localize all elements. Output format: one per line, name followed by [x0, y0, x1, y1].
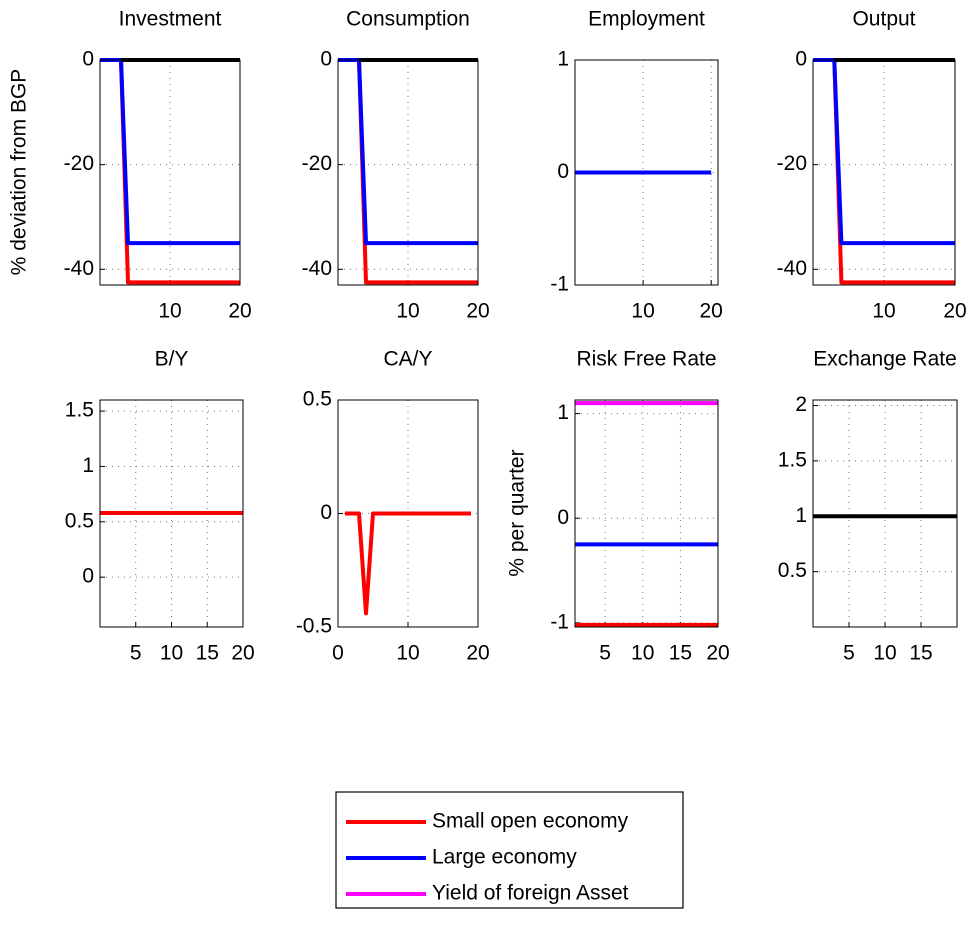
- y-tick-label: 1: [795, 504, 807, 527]
- x-tick-label: 20: [943, 300, 966, 323]
- x-tick-label: 0: [332, 642, 344, 665]
- x-tick-label: 10: [158, 300, 181, 323]
- x-tick-label: 15: [669, 642, 692, 665]
- x-tick-label: 10: [631, 300, 654, 323]
- y-tick-label: -20: [302, 152, 332, 175]
- subplot-title: Exchange Rate: [813, 348, 957, 371]
- subplot-title: CA/Y: [383, 348, 432, 371]
- y-tick-label: -1: [550, 610, 569, 633]
- axes-frame: [99, 59, 241, 286]
- x-tick-label: 10: [396, 300, 419, 323]
- y-tick-label: 0.5: [778, 559, 807, 582]
- x-tick-label: 15: [196, 642, 219, 665]
- subplot-title: Employment: [588, 8, 705, 31]
- y-tick-label: -1: [550, 273, 569, 296]
- y-tick-label: 1: [82, 454, 94, 477]
- x-tick-label: 20: [228, 300, 251, 323]
- y-tick-label: 0: [320, 48, 332, 71]
- axes-background: [813, 400, 957, 627]
- x-tick-label: 20: [466, 642, 489, 665]
- y-axis-label: % per quarter: [506, 449, 529, 576]
- y-tick-label: 0: [557, 506, 569, 529]
- y-tick-label: 0: [557, 160, 569, 183]
- legend-label: Large economy: [432, 846, 577, 869]
- subplot-title: Risk Free Rate: [576, 348, 716, 371]
- y-tick-label: -40: [302, 257, 332, 280]
- x-tick-label: 20: [706, 642, 729, 665]
- y-tick-label: 1.5: [778, 448, 807, 471]
- y-tick-label: 0: [320, 501, 332, 524]
- x-tick-label: 10: [872, 300, 895, 323]
- x-tick-label: 20: [231, 642, 254, 665]
- y-tick-label: 0: [795, 48, 807, 71]
- legend-box: [335, 791, 684, 909]
- y-tick-label: -20: [64, 152, 94, 175]
- series-line: [345, 511, 471, 616]
- y-tick-label: 0.5: [65, 509, 94, 532]
- y-tick-label: 1.5: [65, 399, 94, 422]
- y-tick-label: 1: [557, 48, 569, 71]
- axes-frame: [812, 59, 956, 286]
- y-tick-label: 0: [82, 565, 94, 588]
- x-tick-label: 20: [700, 300, 723, 323]
- x-tick-label: 5: [130, 642, 142, 665]
- x-tick-label: 5: [843, 642, 855, 665]
- x-tick-label: 10: [873, 642, 896, 665]
- axes-background: [575, 400, 718, 627]
- y-tick-label: -0.5: [296, 615, 332, 638]
- x-tick-label: 10: [160, 642, 183, 665]
- subplot-title: Consumption: [346, 8, 470, 31]
- subplot-title: B/Y: [155, 348, 189, 371]
- axes-frame: [812, 399, 958, 628]
- y-axis-label: % deviation from BGP: [8, 69, 31, 276]
- x-tick-label: 15: [909, 642, 932, 665]
- axes-frame: [574, 59, 719, 286]
- y-tick-label: 2: [795, 393, 807, 416]
- x-tick-label: 10: [631, 642, 654, 665]
- y-tick-label: 1: [557, 401, 569, 424]
- y-tick-label: 0: [82, 48, 94, 71]
- axes-frame: [337, 399, 479, 628]
- y-tick-label: -40: [64, 257, 94, 280]
- axes-frame: [99, 399, 244, 628]
- x-tick-label: 20: [466, 300, 489, 323]
- subplot-title: Output: [852, 8, 915, 31]
- legend-label: Yield of foreign Asset: [432, 882, 629, 905]
- y-tick-label: -40: [777, 257, 807, 280]
- y-tick-label: 0.5: [303, 388, 332, 411]
- axes-frame: [337, 59, 479, 286]
- x-tick-label: 10: [396, 642, 419, 665]
- axes-frame: [574, 399, 719, 628]
- subplot-title: Investment: [119, 8, 222, 31]
- legend-label: Small open economy: [432, 810, 629, 833]
- x-tick-label: 5: [599, 642, 611, 665]
- y-tick-label: -20: [777, 152, 807, 175]
